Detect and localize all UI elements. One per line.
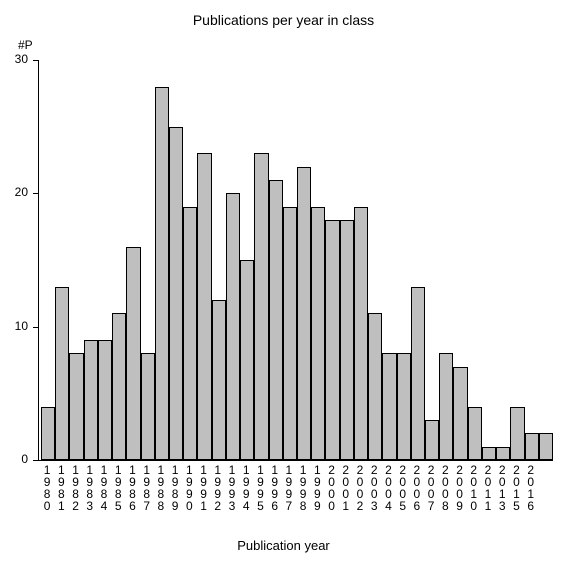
y-tick-label: 10	[0, 319, 28, 333]
x-tick-label: 2008	[439, 464, 451, 512]
bar	[126, 247, 140, 460]
x-tick-label: 2007	[425, 464, 437, 512]
bar	[510, 407, 524, 460]
bar	[240, 260, 254, 460]
bar	[397, 353, 411, 460]
x-tick-label: 1992	[212, 464, 224, 512]
x-tick-label: 1984	[98, 464, 110, 512]
bar	[212, 300, 226, 460]
bar	[354, 207, 368, 460]
x-tick-label: 1987	[141, 464, 153, 512]
bar	[155, 87, 169, 460]
bar	[254, 153, 268, 460]
bar	[425, 420, 439, 460]
bar	[482, 447, 496, 460]
bar	[141, 353, 155, 460]
x-tick-label: 2016	[525, 464, 537, 512]
x-tick-label: 2004	[382, 464, 394, 512]
y-tick-mark	[33, 460, 38, 461]
x-tick-label: 1990	[183, 464, 195, 512]
bar	[197, 153, 211, 460]
bar	[84, 340, 98, 460]
bar	[453, 367, 467, 460]
bar	[439, 353, 453, 460]
x-tick-label: 2005	[397, 464, 409, 512]
x-tick-label: 1988	[155, 464, 167, 512]
chart-title: Publications per year in class	[0, 12, 567, 28]
x-tick-label: 2001	[340, 464, 352, 512]
x-tick-label: 2006	[411, 464, 423, 512]
bar	[496, 447, 510, 460]
x-axis-label: Publication year	[0, 538, 567, 553]
x-tick-label: 1985	[112, 464, 124, 512]
bar	[169, 127, 183, 460]
bar	[283, 207, 297, 460]
x-tick-label: 1994	[240, 464, 252, 512]
x-tick-label: 1997	[283, 464, 295, 512]
bar	[325, 220, 339, 460]
x-tick-label: 1999	[311, 464, 323, 512]
x-tick-label: 2010	[468, 464, 480, 512]
bar	[382, 353, 396, 460]
x-tick-label: 2013	[496, 464, 508, 512]
bar	[69, 353, 83, 460]
x-tick-label: 1995	[254, 464, 266, 512]
x-tick-label: 2015	[510, 464, 522, 512]
bar	[41, 407, 55, 460]
x-tick-label: 2009	[454, 464, 466, 512]
bar	[112, 313, 126, 460]
y-axis-label: #P	[18, 38, 33, 52]
bar	[183, 207, 197, 460]
bar	[411, 287, 425, 460]
x-tick-label: 2003	[368, 464, 380, 512]
bar	[269, 180, 283, 460]
bar	[311, 207, 325, 460]
plot-area	[38, 60, 553, 461]
bar	[368, 313, 382, 460]
y-tick-mark	[33, 60, 38, 61]
y-tick-mark	[33, 193, 38, 194]
x-tick-label: 1998	[297, 464, 309, 512]
bar	[340, 220, 354, 460]
x-tick-label: 1983	[84, 464, 96, 512]
x-tick-label: 1981	[55, 464, 67, 512]
bar	[525, 433, 539, 460]
bar	[468, 407, 482, 460]
y-tick-mark	[33, 327, 38, 328]
y-tick-label: 0	[0, 452, 28, 466]
x-tick-label: 1991	[198, 464, 210, 512]
x-tick-label: 1996	[269, 464, 281, 512]
bar	[297, 167, 311, 460]
chart-container: Publications per year in class #P Public…	[0, 0, 567, 567]
bar	[55, 287, 69, 460]
bar	[226, 193, 240, 460]
bar	[98, 340, 112, 460]
x-tick-label: 2011	[482, 464, 494, 512]
x-tick-label: 1989	[169, 464, 181, 512]
y-tick-label: 30	[0, 52, 28, 66]
x-tick-label: 2000	[326, 464, 338, 512]
bar	[539, 433, 553, 460]
x-tick-label: 1980	[41, 464, 53, 512]
y-tick-label: 20	[0, 185, 28, 199]
x-tick-label: 1982	[70, 464, 82, 512]
x-tick-label: 2002	[354, 464, 366, 512]
x-tick-label: 1993	[226, 464, 238, 512]
x-tick-label: 1986	[126, 464, 138, 512]
